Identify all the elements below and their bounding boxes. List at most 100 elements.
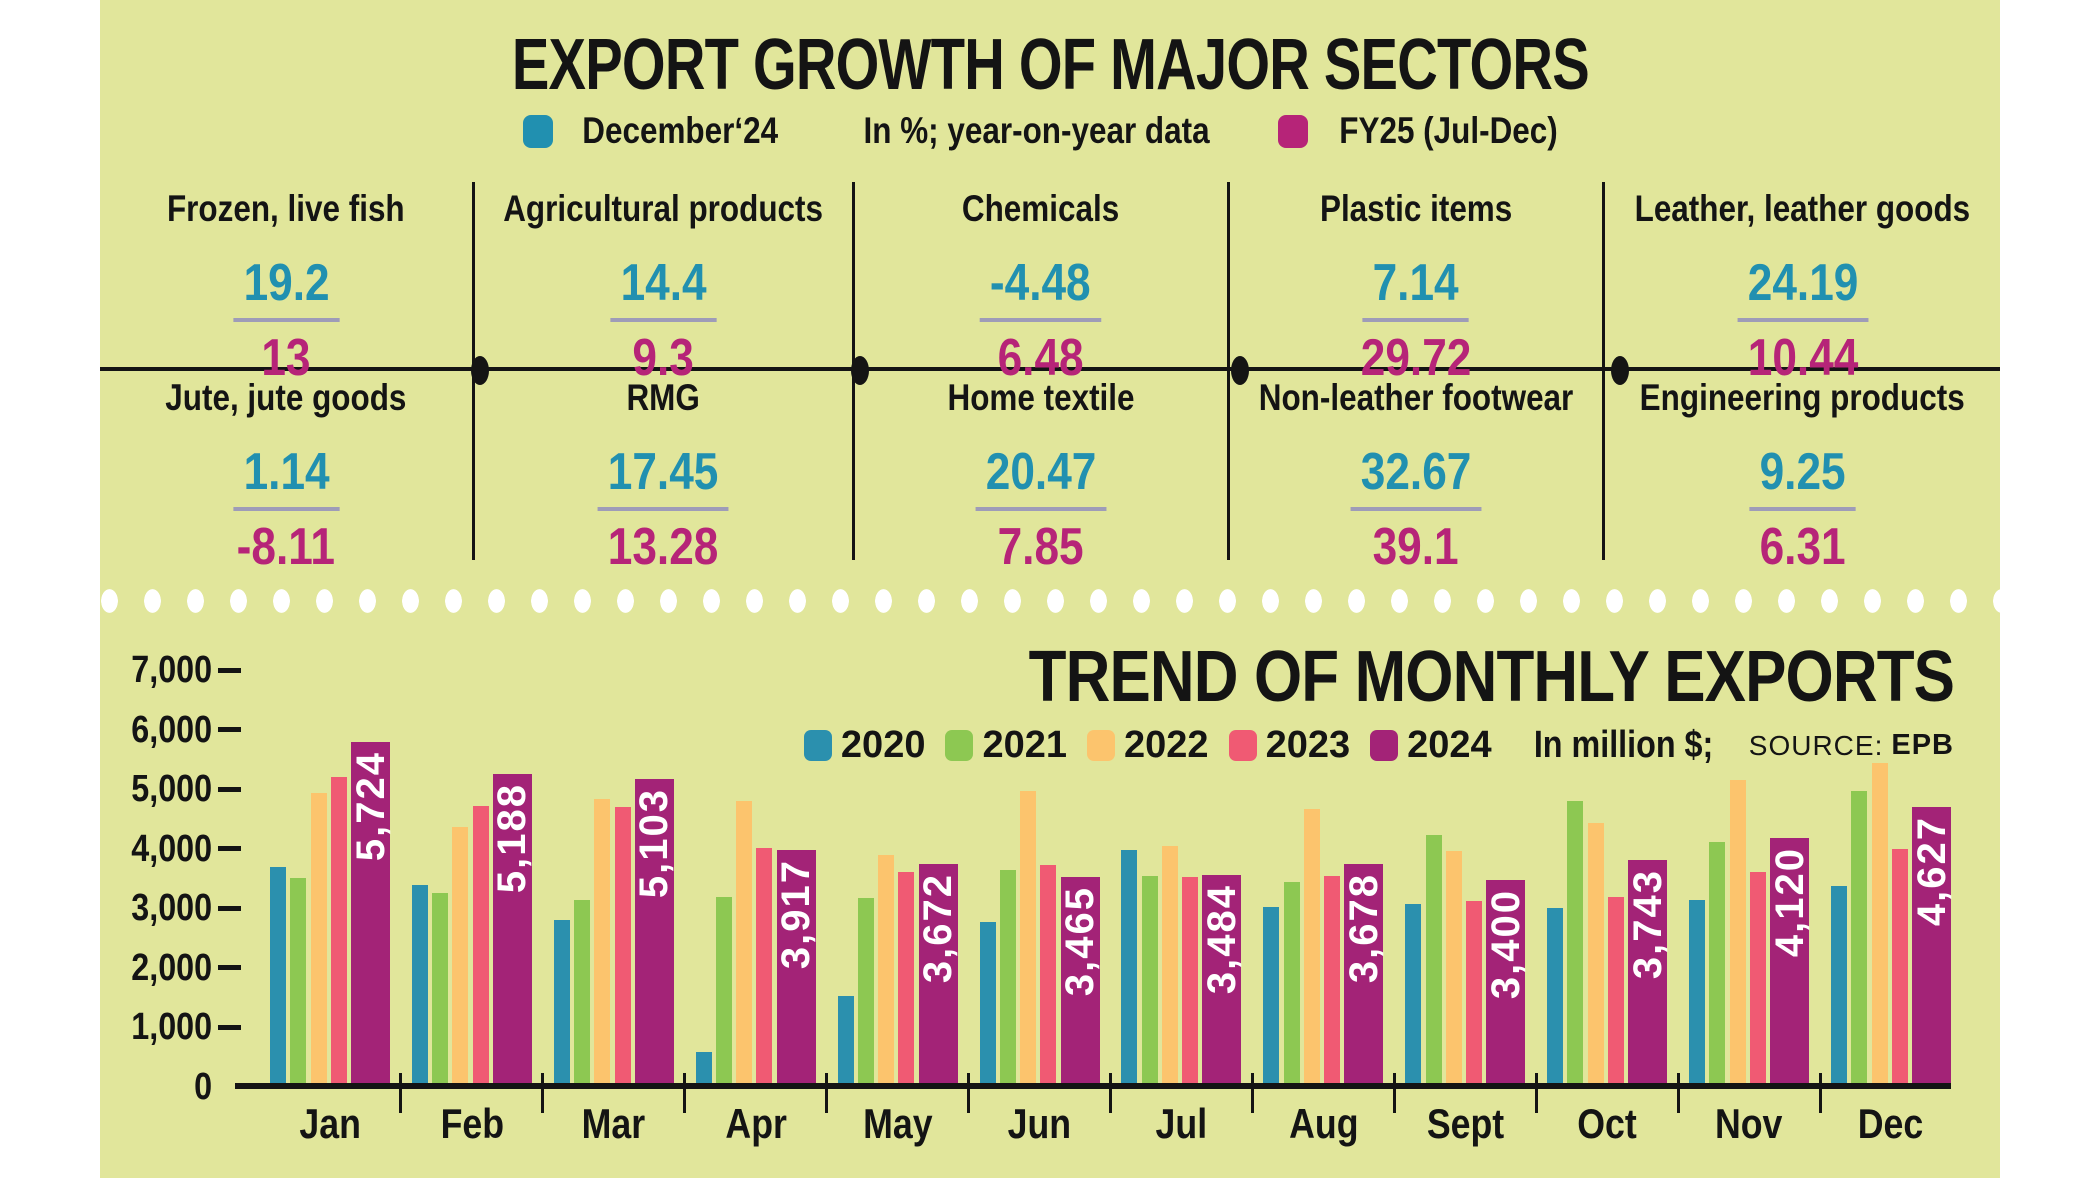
x-axis-line: [235, 1083, 1951, 1089]
bar-2020-dec: [1831, 886, 1847, 1083]
legend-item-2020: 2020: [803, 724, 926, 767]
bar-2023-mar: [614, 807, 631, 1083]
top-legend: December‘24 In %; year-on-year data FY25…: [100, 110, 2000, 152]
bar-2021-sept: [1425, 835, 1442, 1083]
sector-grid: Frozen, live fish 19.2 13 Agricultural prod…: [100, 182, 2000, 573]
x-axis-tick-mark: [1109, 1073, 1112, 1113]
x-axis-month-label: Sept: [1426, 1100, 1504, 1147]
sector-cell: Jute, jute goods 1.14 -8.11: [100, 371, 476, 573]
sector-fy25-value: 10.44: [1747, 328, 1858, 387]
bar-2021-may: [857, 898, 874, 1083]
fy25-legend-label: FY25 (Jul-Dec): [1339, 110, 1558, 151]
y-axis-tick-label: 3,000: [131, 887, 212, 930]
legend-item-2021: 2021: [945, 724, 1067, 767]
bar-value-label: 5,188: [490, 783, 535, 894]
y-axis-tick-mark: [218, 786, 241, 792]
chart-title: TREND OF MONTHLY EXPORTS: [878, 636, 1955, 718]
sector-cell: Leather, leather goods 24.19 10.44: [1605, 182, 2000, 384]
bar-2024-aug: 3,678: [1342, 864, 1386, 1083]
bar-2024-nov: 4,120: [1768, 838, 1812, 1083]
bar-2020-sept: [1405, 904, 1422, 1083]
month-bar-group: 5,103: [553, 666, 677, 1083]
sector-name: Frozen, live fish: [167, 188, 405, 229]
month-bar-group: 3,672: [837, 666, 960, 1083]
grid-intersection-dot: [1611, 356, 1629, 385]
sector-cell: Agricultural products 14.4 9.3: [475, 182, 855, 384]
sector-fy25-value: 6.31: [1759, 517, 1846, 576]
bar-2021-oct: [1567, 801, 1584, 1083]
bar-2020-jul: [1121, 850, 1138, 1083]
bar-2020-aug: [1263, 907, 1280, 1083]
sector-dec24-value: 1.14: [232, 446, 340, 511]
dec24-legend-label: December‘24: [582, 110, 778, 151]
bar-2023-dec: [1891, 849, 1908, 1083]
x-axis-month-label: Jan: [299, 1100, 361, 1147]
grid-intersection-dot: [471, 356, 489, 385]
sector-name: Non-leather footwear: [1258, 377, 1574, 418]
bar-2023-jan: [330, 777, 347, 1083]
x-axis-tick-mark: [1676, 1073, 1680, 1113]
bar-2021-nov: [1709, 842, 1726, 1083]
sector-name: Plastic items: [1319, 188, 1513, 229]
x-axis-tick-mark: [1250, 1073, 1254, 1113]
bar-2024-sept: 3,400: [1484, 880, 1528, 1083]
infographic-panel: EXPORT GROWTH OF MAJOR SECTORS December‘…: [88, 0, 2012, 1178]
bar-2022-jul: [1161, 846, 1178, 1083]
legend-label-2024: 2024: [1407, 724, 1492, 766]
bar-2024-dec: 4,627: [1910, 807, 1954, 1083]
sector-name: Chemicals: [962, 188, 1120, 229]
bar-value-label: 3,917: [774, 859, 819, 970]
month-bar-group: 3,465: [979, 666, 1103, 1083]
bar-2020-may: [837, 996, 854, 1083]
bar-2021-apr: [715, 897, 732, 1083]
source-label: SOURCE:: [1748, 729, 1884, 761]
sector-dec24-value: 19.2: [232, 257, 340, 322]
x-axis-month-label: May: [862, 1100, 933, 1147]
x-axis-month-label: Mar: [582, 1100, 646, 1147]
x-axis-month-label: Oct: [1577, 1100, 1637, 1147]
bar-2020-oct: [1547, 908, 1564, 1083]
x-axis-month-label: Feb: [440, 1100, 504, 1147]
top-legend-note: In %; year-on-year data: [863, 110, 1210, 151]
bar-2022-aug: [1303, 809, 1320, 1083]
y-axis-tick-mark: [218, 727, 241, 733]
x-axis-month-label: Apr: [724, 1100, 787, 1147]
bar-value-label: 5,103: [632, 788, 677, 899]
sector-name: Engineering products: [1640, 377, 1966, 418]
bar-2022-dec: [1871, 763, 1888, 1083]
month-bar-group: 3,400: [1405, 666, 1528, 1083]
fy25-legend-chip: [1278, 114, 1309, 148]
y-axis-tick-label: 2,000: [131, 946, 212, 989]
x-axis-tick-mark: [825, 1073, 829, 1113]
bar-2024-apr: 3,917: [774, 850, 819, 1083]
bar-2023-nov: [1749, 872, 1766, 1083]
dec24-legend-chip: [522, 114, 553, 148]
sector-name: Home textile: [947, 377, 1135, 418]
top-title-text: EXPORT GROWTH OF MAJOR SECTORS: [511, 25, 1590, 105]
bar-2020-feb: [411, 885, 428, 1083]
sector-cell: Frozen, live fish 19.2 13: [100, 182, 476, 384]
y-axis-tick-mark: [218, 905, 241, 911]
month-bar-group: 4,120: [1689, 666, 1812, 1083]
month-bar-group: 4,627: [1831, 666, 1954, 1083]
y-axis-tick-label: 1,000: [131, 1006, 212, 1049]
unit-note: In million $;: [1533, 724, 1713, 766]
legend-label-2020: 2020: [840, 724, 926, 766]
legend-chip-2022: [1087, 730, 1116, 761]
month-bar-group: 3,678: [1263, 666, 1386, 1083]
bar-2024-feb: 5,188: [490, 774, 535, 1083]
sector-fy25-value: 7.85: [997, 517, 1084, 576]
legend-chip-2021: [945, 730, 974, 761]
sector-cell: Chemicals -4.48 6.48: [854, 182, 1230, 384]
bar-value-label: 3,465: [1058, 886, 1103, 997]
sector-dec24-value: 32.67: [1350, 446, 1482, 511]
sector-cell: Home textile 20.47 7.85: [855, 371, 1230, 573]
month-bar-group: 5,188: [411, 666, 535, 1083]
y-axis-tick-mark: [218, 667, 241, 673]
y-axis-tick-mark: [218, 846, 241, 852]
bar-2023-jul: [1182, 877, 1199, 1083]
bar-2020-mar: [553, 920, 570, 1083]
x-axis-tick-mark: [1392, 1073, 1396, 1113]
bar-chart-plot: 7,000 6,000 5,000 4,000 3,000 2,000 1,000 0 5,72…: [100, 0, 2000, 1178]
